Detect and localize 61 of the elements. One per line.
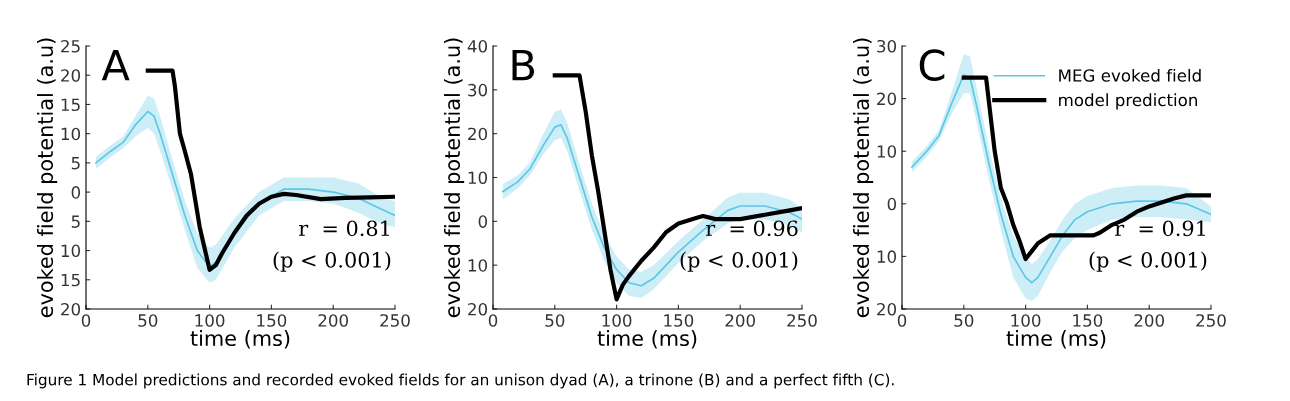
y-tick-label: 0 <box>71 186 81 199</box>
x-tick-label: 150 <box>664 314 694 327</box>
line-series <box>145 68 395 272</box>
y-axis-title: evoked field potential (a.u) <box>36 38 58 318</box>
y-axis-title: evoked field potential (a.u) <box>852 38 874 318</box>
y-tick-label: 25 <box>61 39 80 53</box>
x-tick-label: 0 <box>81 314 91 327</box>
y-tick-label: 10 <box>61 127 81 141</box>
x-tick-label: 250 <box>787 314 817 327</box>
y-tick-label: 20 <box>61 302 81 316</box>
annotation: (p < 0.001) <box>1089 251 1207 272</box>
x-tick-label: 100 <box>195 314 225 327</box>
x-tick-label: 0 <box>897 314 907 327</box>
y-tick-label: 5 <box>71 215 80 228</box>
y-tick-label: 15 <box>61 98 80 112</box>
x-tick-label: 100 <box>602 314 632 327</box>
y-tick-label: 20 <box>468 127 488 141</box>
legend-label: MEG evoked field <box>1059 68 1201 82</box>
y-tick-label: 5 <box>71 157 80 170</box>
x-tick-label: 0 <box>488 314 498 327</box>
annotation: (p < 0.001) <box>680 251 798 272</box>
chart-title: C <box>919 49 945 81</box>
y-tick-label: 0 <box>478 215 488 228</box>
x-tick-label: 200 <box>1134 314 1164 327</box>
y-tick-label: 15 <box>61 273 80 287</box>
y-axis-title: evoked field potential (a.u) <box>443 38 465 318</box>
y-tick-label: 10 <box>877 250 897 263</box>
x-tick-label: 50 <box>545 314 565 327</box>
y-tick-label: 30 <box>468 83 488 97</box>
annotation: r = 0.96 <box>706 220 798 237</box>
annotation: r = 0.91 <box>1115 220 1205 237</box>
y-tick-label: 10 <box>468 171 488 185</box>
x-tick-label: 250 <box>380 314 410 327</box>
x-tick-label: 100 <box>1011 314 1041 327</box>
chart-title: A <box>101 49 130 81</box>
x-axis-title: time (ms) <box>190 329 290 349</box>
y-tick-label: 10 <box>61 244 81 258</box>
y-tick-label: 20 <box>468 302 488 316</box>
x-axis-title: time (ms) <box>1006 329 1106 349</box>
x-tick-label: 150 <box>257 314 287 327</box>
x-tick-label: 250 <box>1196 314 1226 327</box>
y-tick-label: 20 <box>877 92 897 106</box>
annotation: (p < 0.001) <box>273 251 391 272</box>
y-tick-label: 0 <box>887 197 897 211</box>
x-tick-label: 50 <box>954 314 974 327</box>
y-tick-label: 20 <box>877 302 897 316</box>
caption: Figure 1 Model predictions and recorded evoked fields for an unison dyad (A), a trinone (B) and a perfect fifth (C). <box>27 373 894 389</box>
x-tick-label: 200 <box>318 314 348 327</box>
x-tick-label: 50 <box>138 314 158 327</box>
x-axis-title: time (ms) <box>597 329 697 349</box>
line-series <box>552 73 802 302</box>
chart-title: B <box>512 49 535 81</box>
annotation: r = 0.81 <box>299 220 389 237</box>
y-tick-label: 10 <box>468 259 488 272</box>
y-tick-label: 20 <box>61 69 81 82</box>
x-tick-label: 150 <box>1073 314 1103 327</box>
y-tick-label: 30 <box>877 39 897 53</box>
legend-label: model prediction <box>1059 93 1197 110</box>
y-tick-label: 10 <box>877 145 897 158</box>
y-tick-label: 40 <box>467 39 488 53</box>
x-tick-label: 200 <box>725 314 755 327</box>
